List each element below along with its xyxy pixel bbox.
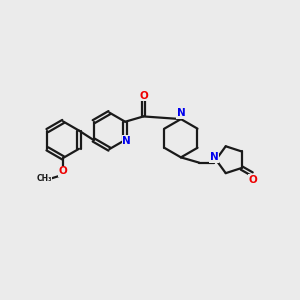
Text: CH₃: CH₃ — [37, 174, 52, 183]
Text: N: N — [209, 152, 218, 162]
Text: O: O — [249, 175, 257, 185]
Text: O: O — [139, 91, 148, 101]
Text: N: N — [176, 108, 185, 118]
Text: N: N — [122, 136, 131, 146]
Text: O: O — [59, 166, 68, 176]
